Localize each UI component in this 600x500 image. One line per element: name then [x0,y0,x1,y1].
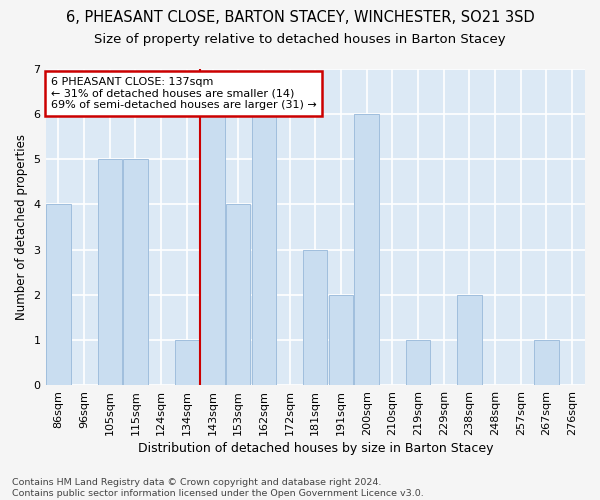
Bar [175,340,199,385]
Text: Contains HM Land Registry data © Crown copyright and database right 2024.
Contai: Contains HM Land Registry data © Crown c… [12,478,424,498]
Bar [406,340,430,385]
Bar [98,160,122,385]
Bar [534,340,559,385]
Bar [251,114,276,385]
Bar [46,204,71,385]
Y-axis label: Number of detached properties: Number of detached properties [15,134,28,320]
Bar [355,114,379,385]
Bar [123,160,148,385]
Bar [329,295,353,385]
X-axis label: Distribution of detached houses by size in Barton Stacey: Distribution of detached houses by size … [137,442,493,455]
Bar [200,114,225,385]
Text: 6 PHEASANT CLOSE: 137sqm
← 31% of detached houses are smaller (14)
69% of semi-d: 6 PHEASANT CLOSE: 137sqm ← 31% of detach… [51,77,317,110]
Bar [457,295,482,385]
Text: Size of property relative to detached houses in Barton Stacey: Size of property relative to detached ho… [94,32,506,46]
Bar [226,204,250,385]
Bar [303,250,328,385]
Text: 6, PHEASANT CLOSE, BARTON STACEY, WINCHESTER, SO21 3SD: 6, PHEASANT CLOSE, BARTON STACEY, WINCHE… [65,10,535,25]
